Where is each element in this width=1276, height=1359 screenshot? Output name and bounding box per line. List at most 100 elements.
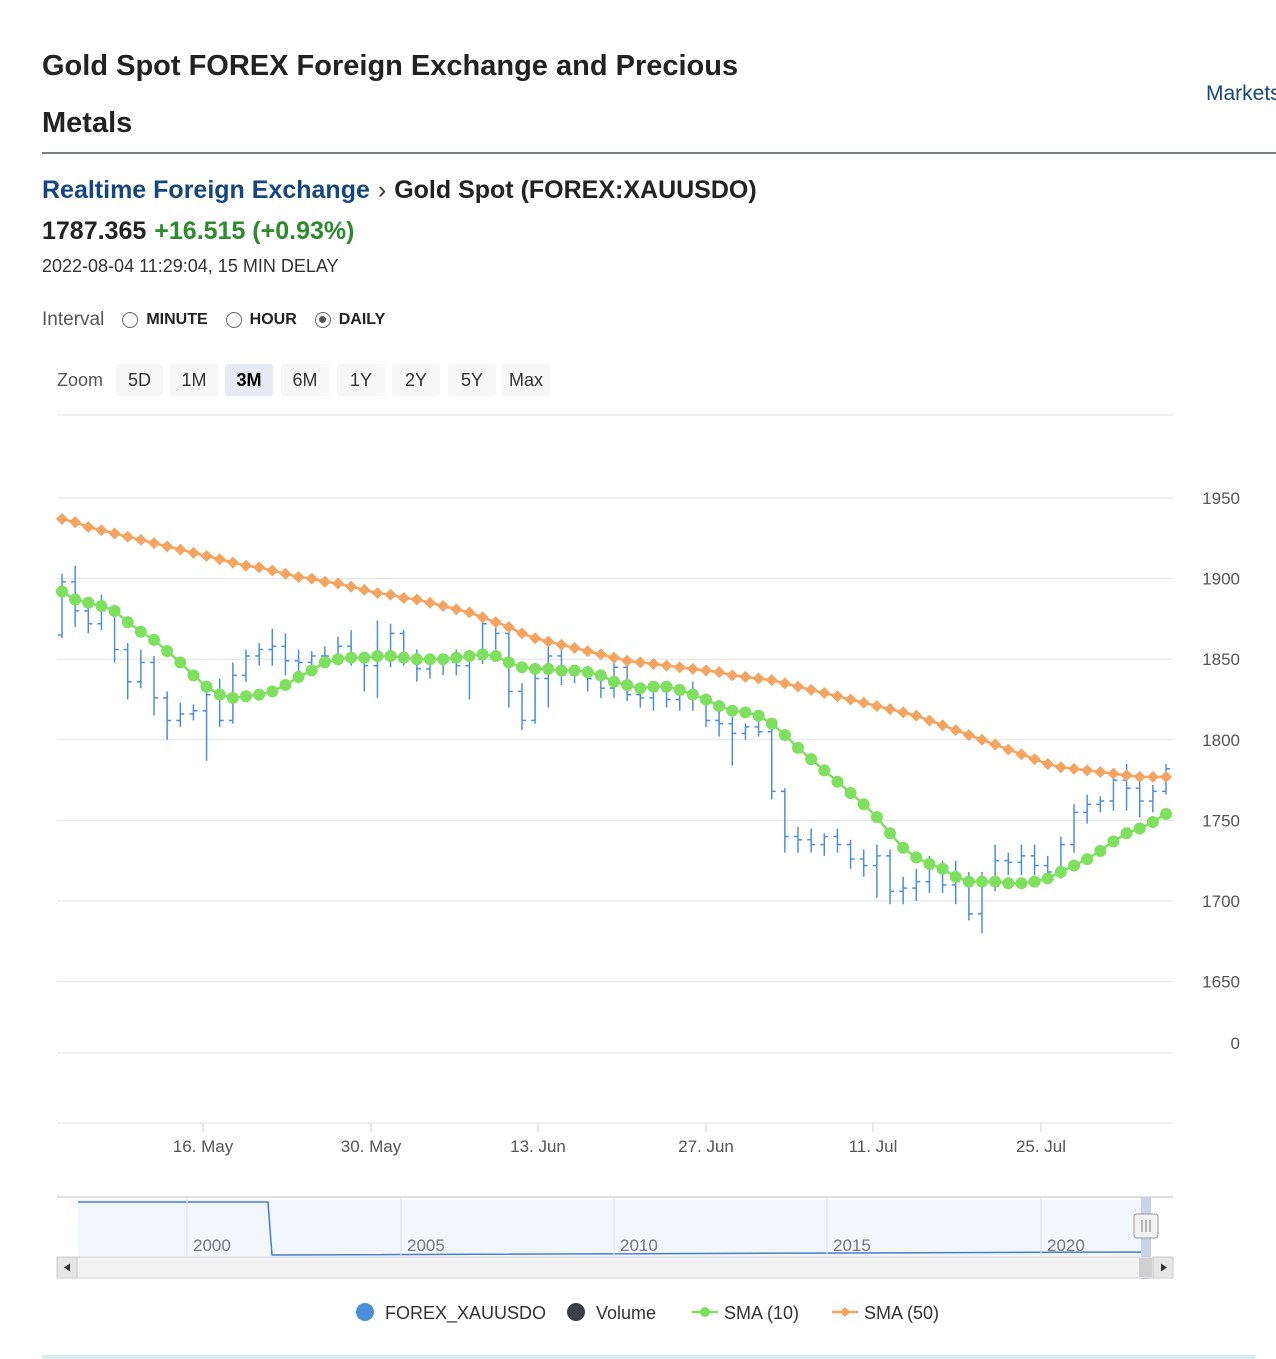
sma10-point (581, 666, 594, 679)
zoom-button-3m[interactable]: 3M (225, 364, 273, 396)
ohlc-bar (767, 723, 776, 800)
sma50-line (61, 517, 1166, 779)
sma50-point (726, 669, 739, 682)
x-tick-label: 13. Jun (510, 1137, 566, 1156)
sma10-point (134, 625, 147, 638)
radio-hour[interactable] (225, 312, 242, 328)
x-tick-label: 25. Jul (1016, 1137, 1066, 1156)
sma50-point (976, 733, 988, 746)
zoom-button-2y[interactable]: 2Y (392, 364, 440, 396)
sma50-point (870, 699, 883, 712)
ohlc-bar (780, 788, 789, 853)
sma50-point (831, 690, 844, 703)
sma50-point (240, 559, 252, 572)
sma50-point (844, 693, 857, 706)
sma10-point (253, 688, 266, 701)
sma10-point (700, 693, 712, 706)
sma10-point (792, 741, 804, 754)
sma50-point (949, 724, 962, 737)
sma50-point (1002, 743, 1015, 756)
radio-daily[interactable] (314, 312, 331, 328)
sma50-point (187, 546, 200, 559)
interval-option-daily[interactable]: DAILY (314, 311, 385, 329)
sma50-point (884, 703, 896, 716)
sma50-point (792, 680, 804, 693)
zoom-button-1y[interactable]: 1Y (337, 364, 385, 396)
title-divider (42, 152, 1276, 154)
sma10-point (410, 653, 423, 666)
sma10-point (424, 653, 436, 666)
zoom-button-1m[interactable]: 1M (170, 364, 218, 396)
zoom-button-5y[interactable]: 5Y (448, 364, 496, 396)
sma10-point (1107, 835, 1120, 848)
sma50-point (200, 550, 213, 563)
navigator-tick-label: 2010 (620, 1236, 658, 1255)
zoom-button-label: 5Y (461, 370, 483, 390)
legend-item-0[interactable]: FOREX_XAUUSDO (356, 1303, 546, 1324)
ohlc-bar (912, 868, 921, 901)
sma10-point (292, 670, 305, 683)
interval-option-minute[interactable]: MINUTE (122, 311, 208, 329)
sma10-point (555, 664, 568, 677)
sma10-line (61, 590, 1167, 885)
ohlc-bar (1135, 780, 1144, 818)
sma10-point (1146, 816, 1159, 829)
sma50-point (1081, 764, 1094, 777)
legend-item-3[interactable]: SMA (50) (832, 1303, 939, 1323)
sma10-point (1028, 875, 1041, 888)
sma10-point (1002, 877, 1015, 890)
sma10-point (1120, 827, 1133, 840)
breadcrumb-link-realtime-fx[interactable]: Realtime Foreign Exchange (42, 176, 370, 204)
sma50-point (463, 606, 476, 619)
sma10-point (121, 616, 134, 629)
chart-legend: FOREX_XAUUSDO Volume SMA (10) SMA (50) (356, 1303, 939, 1324)
sma10-point (1133, 822, 1146, 835)
sma10-point (161, 645, 174, 658)
sma50-point (95, 524, 108, 537)
sma10-point (976, 875, 988, 888)
sma50-point (1068, 762, 1080, 775)
sma10-point (647, 680, 660, 693)
sma10-point (884, 827, 896, 840)
sma50-point (621, 654, 634, 667)
scrollbar-track[interactable] (56, 1256, 1174, 1279)
navigator-tick-label: 2000 (193, 1236, 231, 1255)
legend-marker-icon (356, 1303, 374, 1321)
x-axis: 16. May 30. May 13. Jun 27. Jun 11. Jul 25. J… (173, 1123, 1066, 1156)
sma50-point (568, 641, 581, 654)
legend-item-2[interactable]: SMA (10) (692, 1303, 799, 1323)
zoom-button-6m[interactable]: 6M (281, 364, 329, 396)
sma10-point (765, 717, 778, 730)
sma50-point (318, 575, 331, 588)
sma50-point (555, 638, 568, 651)
zoom-button-5d[interactable]: 5D (116, 364, 163, 396)
interval-option-hour[interactable]: HOUR (225, 311, 297, 329)
navigator-tick-label: 2005 (407, 1236, 445, 1255)
sma10-point (673, 683, 686, 696)
sma10-point (831, 775, 844, 788)
ohlc-bar (715, 710, 724, 737)
ohlc-bar (136, 649, 145, 689)
sma50-point (1041, 757, 1054, 770)
ohlc-bar (833, 828, 842, 853)
ohlc-bar (728, 717, 737, 766)
legend-item-1[interactable]: Volume (567, 1303, 656, 1323)
scrollbar-thumb[interactable] (1139, 1258, 1152, 1277)
zoom-bar: Zoom 5D 1M 3M 6M 1Y 2Y 5Y Max (57, 364, 550, 396)
zoom-button-max[interactable]: Max (502, 364, 550, 396)
sma50-point (752, 672, 765, 685)
zoom-button-label: Max (509, 370, 543, 390)
sma10-point (923, 857, 936, 870)
markets-link[interactable]: Markets (1206, 82, 1276, 105)
interval-selector: Interval MINUTE HOUR DAILY (42, 306, 403, 334)
sma10-point (476, 648, 489, 661)
sma50-point (358, 583, 371, 596)
quote-timestamp: 2022-08-04 11:29:04, 15 MIN DELAY (42, 256, 339, 276)
ohlc-bar (1030, 844, 1039, 876)
sma10-point (857, 798, 870, 811)
ohlc-bar (123, 643, 132, 700)
zoom-button-label: 6M (292, 370, 317, 390)
sma50-point (1107, 767, 1120, 780)
radio-minute[interactable] (122, 312, 139, 328)
ohlc-bar (268, 628, 277, 666)
